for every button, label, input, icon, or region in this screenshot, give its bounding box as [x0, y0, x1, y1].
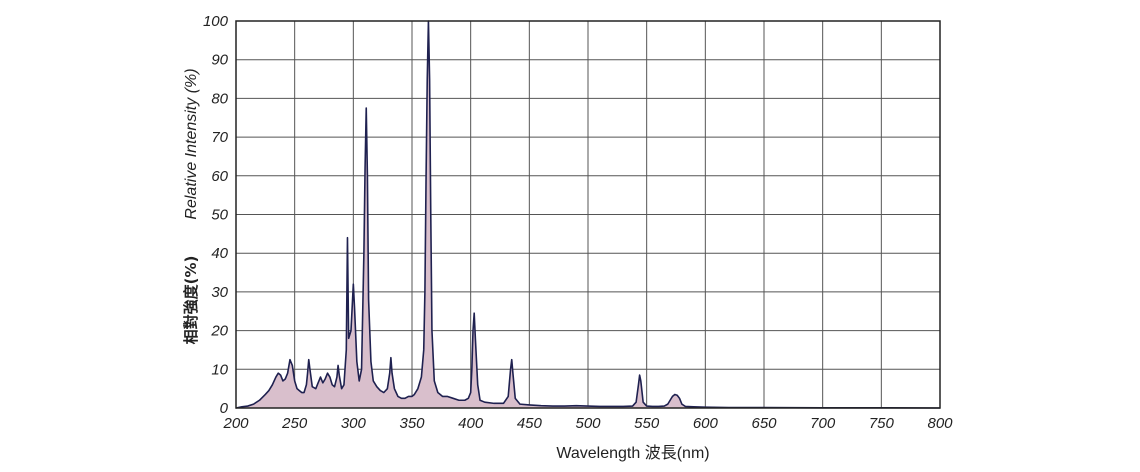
y-tick-label: 40: [211, 245, 228, 262]
y-axis-title-cjk: 相對強度(%): [182, 256, 200, 345]
x-tick-label: 800: [927, 415, 953, 432]
x-tick-label: 250: [281, 415, 308, 432]
y-tick-label: 90: [211, 52, 228, 69]
x-tick-labels: 200 250 300 350 400 450 500 550 600 650 700 750 800: [222, 415, 953, 432]
y-axis-title: Relative Intensity (%): [183, 68, 200, 219]
x-tick-label: 300: [341, 415, 367, 432]
plot-border: [235, 20, 941, 409]
spectrum-area-layer: [235, 20, 941, 409]
y-tick-label: 100: [203, 13, 229, 30]
y-tick-labels: 0 10 20 30 40 50 60 70 80 90 100: [203, 13, 229, 417]
y-tick-label: 10: [211, 361, 228, 378]
y-tick-label: 50: [211, 207, 228, 224]
y-tick-label: 30: [211, 284, 228, 301]
x-tick-label: 200: [222, 415, 249, 432]
x-tick-label: 700: [810, 415, 836, 432]
y-tick-label: 20: [210, 323, 228, 340]
spectrum-line: [235, 20, 941, 409]
x-tick-label: 750: [869, 415, 895, 432]
y-tick-label: 80: [211, 90, 228, 107]
x-tick-label: 500: [575, 415, 601, 432]
y-tick-label: 70: [211, 129, 228, 146]
y-tick-label: 0: [220, 400, 229, 417]
grid: [236, 21, 940, 408]
x-tick-label: 550: [634, 415, 660, 432]
x-tick-label: 350: [399, 415, 425, 432]
x-tick-label: 650: [751, 415, 777, 432]
x-tick-label: 450: [517, 415, 543, 432]
x-tick-label: 600: [693, 415, 719, 432]
x-tick-label: 400: [458, 415, 484, 432]
y-tick-label: 60: [211, 168, 228, 185]
plot-frame: [235, 20, 941, 409]
x-axis-title: Wavelength 波長(nm): [556, 444, 709, 462]
